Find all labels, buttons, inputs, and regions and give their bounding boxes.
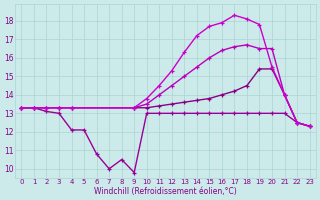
X-axis label: Windchill (Refroidissement éolien,°C): Windchill (Refroidissement éolien,°C) <box>94 187 237 196</box>
